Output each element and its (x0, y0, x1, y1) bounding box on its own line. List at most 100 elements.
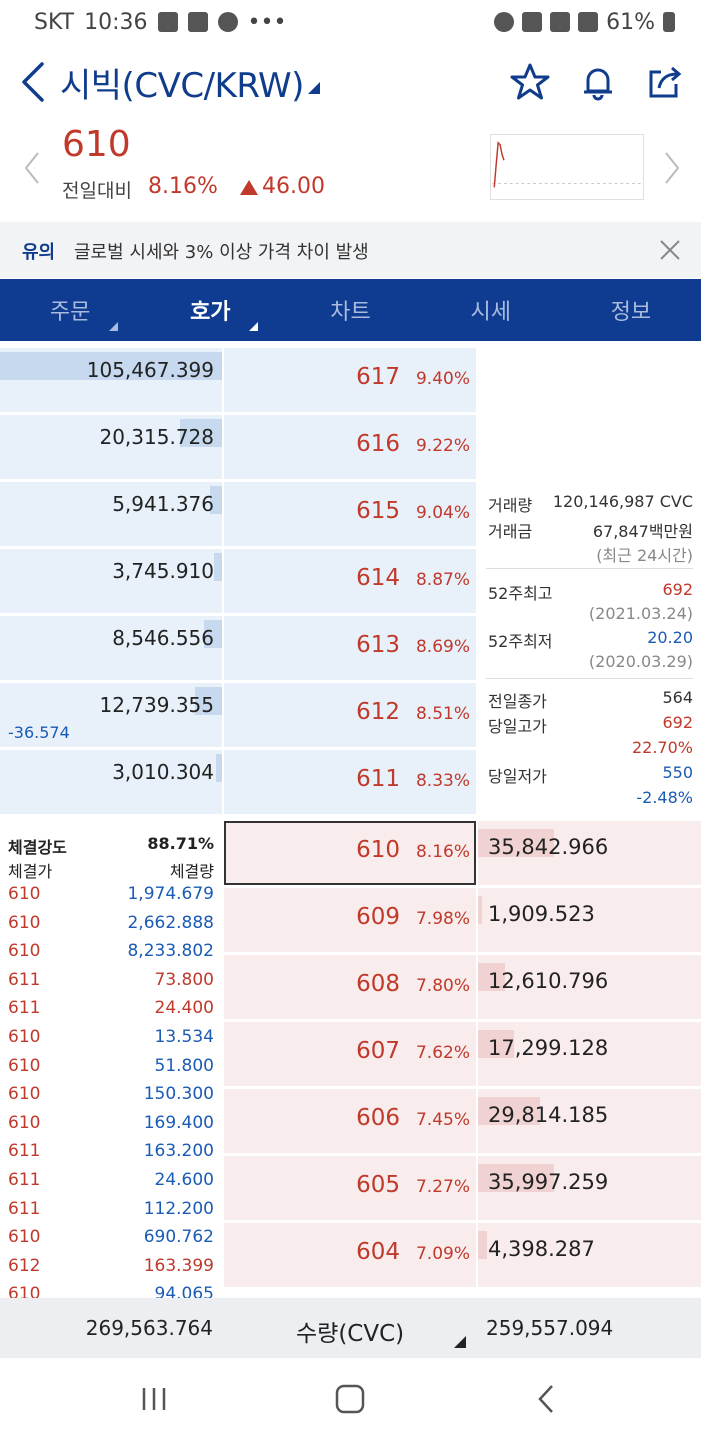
bid-volume-bar (478, 963, 505, 991)
bid-price-cell[interactable]: 606 7.45% (224, 1089, 476, 1153)
ask-qty-cell[interactable]: 3,010.304 (0, 750, 222, 814)
mini-chart[interactable] (490, 134, 644, 200)
gallery-icon (157, 12, 178, 32)
sync-icon (187, 12, 208, 32)
ask-qty-cell[interactable]: 20,315.728 (0, 415, 222, 479)
alarm-bell-icon[interactable] (578, 62, 618, 102)
bid-qty-cell[interactable]: 35,997.259 (478, 1156, 701, 1220)
ask-row[interactable]: 3,010.304 611 8.33% (0, 750, 476, 814)
trade-qty: 169.400 (143, 1112, 214, 1133)
ask-row[interactable]: 8,546.556 613 8.69% (0, 616, 476, 680)
bid-row[interactable]: 610 8.16% 35,842.966 (224, 821, 701, 885)
trade-row: 611 163.200 (0, 1141, 222, 1169)
bid-volume-bar (478, 829, 554, 857)
close-icon[interactable] (658, 238, 682, 262)
share-icon[interactable] (646, 62, 686, 102)
bid-price-cell[interactable]: 607 7.62% (224, 1022, 476, 1086)
trade-price: 610 (8, 912, 41, 933)
ask-qty: 105,467.399 (86, 358, 214, 382)
tab-info[interactable]: 정보 (561, 279, 701, 341)
ask-qty-cell[interactable]: 12,739.355 -36.574 (0, 683, 222, 747)
ask-pct: 8.51% (415, 704, 470, 724)
ask-qty: 12,739.355 (99, 693, 214, 717)
bid-price-cell[interactable]: 609 7.98% (224, 888, 476, 952)
bid-row[interactable]: 607 7.62% 17,299.128 (224, 1022, 701, 1086)
trade-qty: 163.399 (143, 1255, 214, 1276)
bid-price-cell[interactable]: 608 7.80% (224, 955, 476, 1019)
recent-apps-icon[interactable] (136, 1382, 172, 1416)
bid-volume-bar (478, 1097, 540, 1125)
bid-price: 606 (356, 1105, 400, 1131)
home-icon[interactable] (332, 1382, 368, 1416)
unit-selector[interactable]: 수량(CVC) (296, 1321, 405, 1347)
back-arrow-icon[interactable] (18, 60, 48, 104)
ask-price: 613 (356, 632, 400, 658)
amount-label: 거래금 (488, 522, 533, 541)
trade-row: 612 163.399 (0, 1256, 222, 1284)
bid-qty-cell[interactable]: 4,398.287 (478, 1223, 701, 1287)
ask-price-cell[interactable]: 612 8.51% (224, 683, 476, 747)
price-summary: 610 전일대비 8.16% 46.00 (0, 120, 701, 220)
trade-row: 611 24.400 (0, 998, 222, 1026)
bid-price-cell[interactable]: 610 8.16% (224, 821, 476, 885)
ask-qty-cell[interactable]: 105,467.399 (0, 348, 222, 412)
ask-price-cell[interactable]: 616 9.22% (224, 415, 476, 479)
bid-qty-cell[interactable]: 17,299.128 (478, 1022, 701, 1086)
ask-qty-cell[interactable]: 8,546.556 (0, 616, 222, 680)
next-coin-icon[interactable] (662, 150, 682, 186)
trade-qty-header: 체결량 (169, 862, 214, 881)
ask-price-cell[interactable]: 614 8.87% (224, 549, 476, 613)
bid-row[interactable]: 604 7.09% 4,398.287 (224, 1223, 701, 1287)
favorite-star-icon[interactable] (510, 62, 550, 102)
ask-volume-bar (216, 754, 222, 782)
trade-row: 610 690.762 (0, 1227, 222, 1255)
tab-market[interactable]: 시세 (421, 279, 561, 341)
bid-qty-cell[interactable]: 35,842.966 (478, 821, 701, 885)
ask-price: 616 (356, 431, 400, 457)
bid-row[interactable]: 605 7.27% 35,997.259 (224, 1156, 701, 1220)
orderbook: 105,467.399 617 9.40% 20,315.728 616 9.22% 5,9… (0, 344, 701, 1298)
market-title[interactable]: 시빅(CVC/KRW) (60, 66, 304, 106)
unit-dropdown-icon[interactable] (454, 1336, 466, 1348)
prev-coin-icon[interactable] (22, 150, 42, 186)
bid-row[interactable]: 609 7.98% 1,909.523 (224, 888, 701, 952)
warning-notice: 유의 글로벌 시세와 3% 이상 가격 차이 발생 (0, 222, 701, 278)
current-price: 610 (62, 124, 131, 165)
ask-price-cell[interactable]: 615 9.04% (224, 482, 476, 546)
ask-pct: 9.22% (415, 436, 470, 456)
ask-volume-bar (204, 620, 222, 648)
ask-row[interactable]: 12,739.355 -36.574 612 8.51% (0, 683, 476, 747)
bid-qty-cell[interactable]: 29,814.185 (478, 1089, 701, 1153)
ask-volume-bar (0, 352, 222, 380)
alarm-icon (494, 12, 515, 32)
ask-price-cell[interactable]: 611 8.33% (224, 750, 476, 814)
ask-row[interactable]: 5,941.376 615 9.04% (0, 482, 476, 546)
ask-price-cell[interactable]: 613 8.69% (224, 616, 476, 680)
trade-price: 612 (8, 1255, 41, 1276)
back-nav-icon[interactable] (530, 1382, 566, 1416)
trade-price: 611 (8, 1141, 41, 1162)
ask-qty: 3,745.910 (112, 559, 214, 583)
ask-price-cell[interactable]: 617 9.40% (224, 348, 476, 412)
ask-row[interactable]: 3,745.910 614 8.87% (0, 549, 476, 613)
mute-icon (522, 12, 543, 32)
tab-order[interactable]: 주문 (0, 279, 140, 341)
bid-price-cell[interactable]: 605 7.27% (224, 1156, 476, 1220)
ask-row[interactable]: 105,467.399 617 9.40% (0, 348, 476, 412)
bid-price-cell[interactable]: 604 7.09% (224, 1223, 476, 1287)
ask-qty-cell[interactable]: 3,745.910 (0, 549, 222, 613)
trade-qty: 73.800 (154, 969, 214, 990)
ask-row[interactable]: 20,315.728 616 9.22% (0, 415, 476, 479)
bid-row[interactable]: 606 7.45% 29,814.185 (224, 1089, 701, 1153)
bid-qty-cell[interactable]: 12,610.796 (478, 955, 701, 1019)
ask-qty-cell[interactable]: 5,941.376 (0, 482, 222, 546)
tab-chart[interactable]: 차트 (280, 279, 420, 341)
trade-qty: 150.300 (143, 1084, 214, 1105)
wifi-icon (550, 12, 571, 32)
trade-list[interactable]: 체결강도 88.71% 체결가 체결량 610 1,974.679 610 2,662… (0, 822, 222, 1298)
bid-row[interactable]: 608 7.80% 12,610.796 (224, 955, 701, 1019)
bid-qty-cell[interactable]: 1,909.523 (478, 888, 701, 952)
low52-value: 20.20 (647, 628, 693, 647)
tab-orderbook[interactable]: 호가 (140, 279, 280, 341)
market-dropdown-icon[interactable] (308, 82, 320, 94)
